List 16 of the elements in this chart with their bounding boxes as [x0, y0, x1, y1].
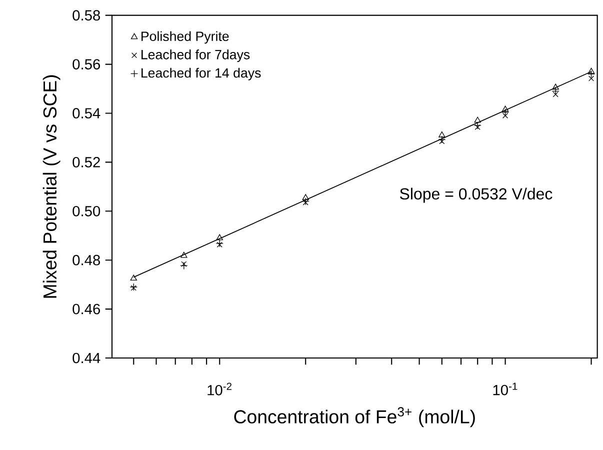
- legend-label: Leached for 7days: [142, 50, 250, 62]
- legend-label: Leached for 14 days: [142, 68, 261, 80]
- annotation: Slope = 0.0532 V/dec: [400, 188, 552, 203]
- x-axis-title: Concentration of Fe$^{3+}$ (mol/L): [234, 407, 475, 428]
- y-tick-label: 0.54: [72, 108, 100, 118]
- y-tick-label: 0.52: [72, 157, 100, 168]
- x-tick-label: 10$^{-1}$: [493, 382, 518, 396]
- y-tick-label: 0.58: [72, 10, 100, 21]
- y-tick-label: 0.48: [72, 254, 100, 266]
- y-tick-label: 0.50: [72, 206, 100, 216]
- legend-label: Polished Pyrite: [142, 31, 229, 44]
- x-tick-label: 10$^{-2}$: [208, 382, 232, 396]
- y-axis-title: Mixed Potential (V vs SCE): [42, 75, 60, 298]
- y-tick-label: 0.56: [72, 59, 100, 70]
- y-tick-label: 0.44: [72, 352, 100, 364]
- y-tick-label: 0.46: [72, 304, 100, 314]
